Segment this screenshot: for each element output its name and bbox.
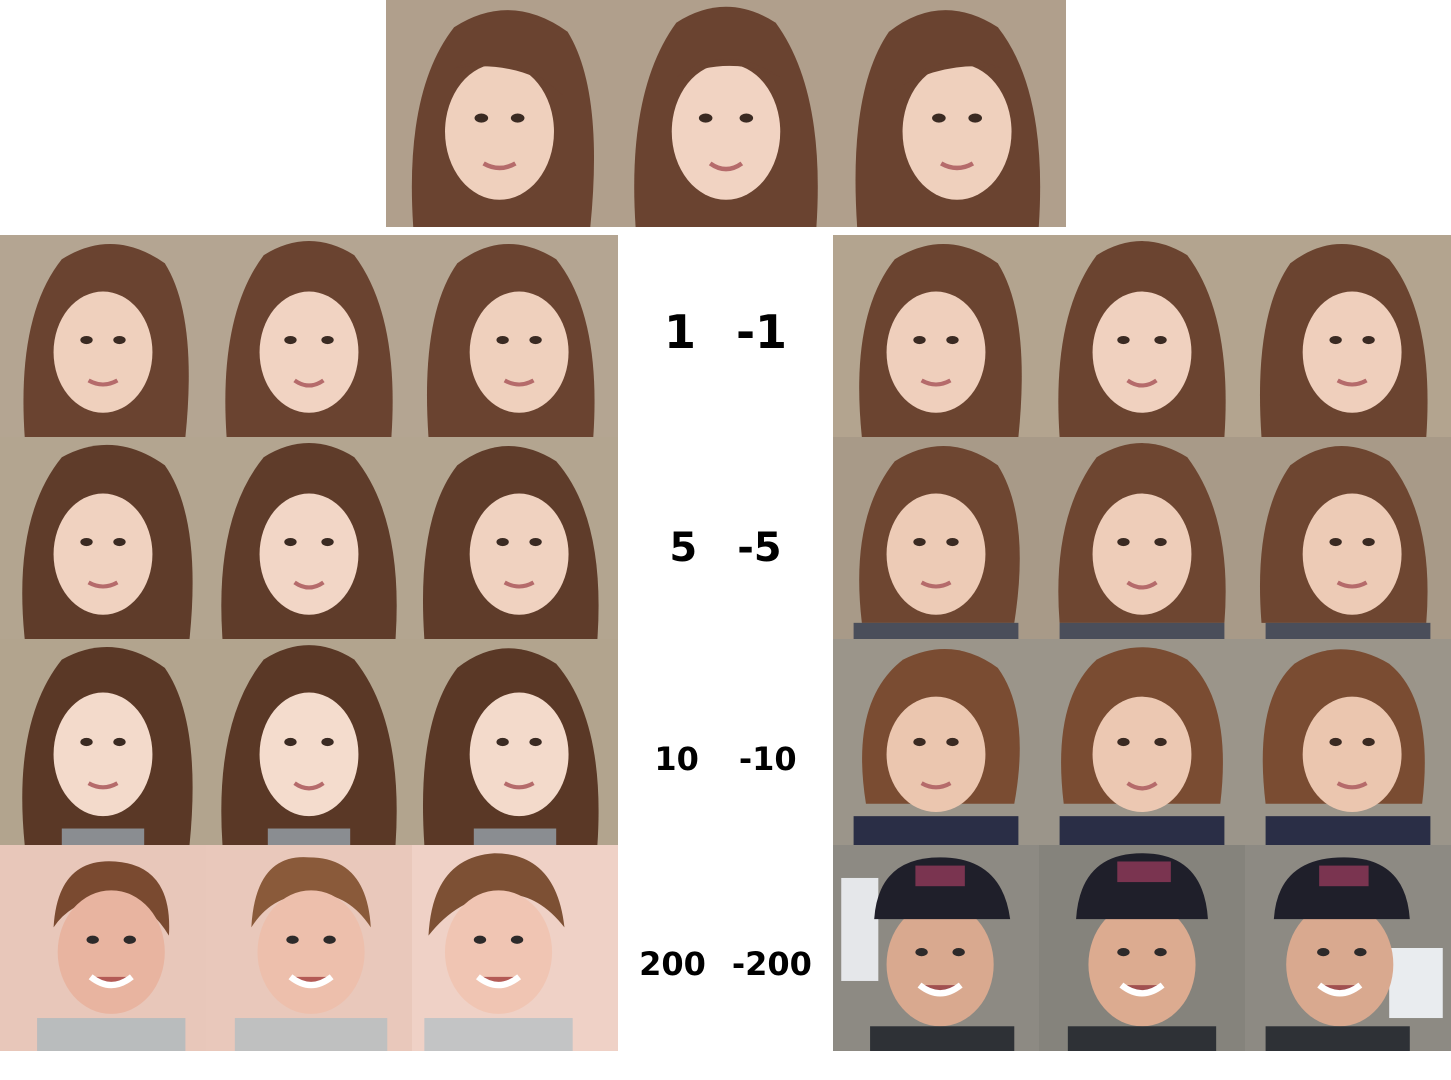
- face-icon: [206, 845, 412, 1051]
- negative-value-label: -200: [731, 945, 812, 983]
- negative-face: [833, 235, 1039, 437]
- face-icon: [386, 0, 613, 227]
- negative-face: [1245, 235, 1451, 437]
- negative-face: [833, 639, 1039, 845]
- positive-value-label: 5: [669, 525, 698, 571]
- positive-face: [206, 639, 412, 845]
- label-row-2: 5 -5: [618, 525, 833, 571]
- positive-face: [0, 235, 206, 437]
- negative-grid: [833, 235, 1451, 1051]
- value-labels: 1 -1 5 -5 10 -10 200 -200: [618, 235, 833, 1051]
- face-icon: [206, 437, 412, 639]
- face-icon: [206, 639, 412, 845]
- face-icon: [206, 235, 412, 437]
- positive-face-boy: [412, 845, 618, 1051]
- positive-face: [0, 639, 206, 845]
- negative-value-label: -5: [737, 525, 782, 571]
- face-icon: [0, 845, 206, 1051]
- reference-face-left: [386, 0, 613, 227]
- face-icon: [613, 0, 839, 227]
- negative-value-label: -1: [735, 305, 788, 359]
- negative-face-cap: [833, 845, 1039, 1051]
- face-icon: [839, 0, 1066, 227]
- label-row-3: 10 -10: [618, 740, 833, 778]
- negative-face-cap: [1039, 845, 1245, 1051]
- face-icon: [1039, 437, 1245, 639]
- reference-face-center: [613, 0, 839, 227]
- positive-face: [412, 639, 618, 845]
- negative-face: [1039, 235, 1245, 437]
- negative-face: [1245, 639, 1451, 845]
- positive-face: [206, 235, 412, 437]
- face-icon: [833, 235, 1039, 437]
- negative-face: [1245, 437, 1451, 639]
- label-row-4: 200 -200: [618, 945, 833, 983]
- negative-value-label: -10: [738, 740, 797, 778]
- positive-value-label: 1: [663, 305, 696, 359]
- face-icon: [1245, 235, 1451, 437]
- face-icon: [0, 235, 206, 437]
- face-icon: [412, 845, 618, 1051]
- positive-face-boy: [0, 845, 206, 1051]
- face-icon: [412, 437, 618, 639]
- positive-face-boy: [206, 845, 412, 1051]
- positive-value-label: 200: [639, 945, 706, 983]
- negative-face: [1039, 437, 1245, 639]
- positive-face: [0, 437, 206, 639]
- face-icon: [0, 437, 206, 639]
- face-icon: [1039, 845, 1245, 1051]
- face-icon: [1039, 639, 1245, 845]
- label-row-1: 1 -1: [618, 305, 833, 359]
- positive-face: [206, 437, 412, 639]
- positive-face: [412, 235, 618, 437]
- negative-face: [833, 437, 1039, 639]
- positive-value-label: 10: [654, 740, 699, 778]
- face-icon: [412, 639, 618, 845]
- face-icon: [833, 845, 1039, 1051]
- face-icon: [1039, 235, 1245, 437]
- face-icon: [412, 235, 618, 437]
- face-icon: [833, 437, 1039, 639]
- reference-row: [386, 0, 1066, 227]
- positive-grid: [0, 235, 618, 1051]
- face-icon: [0, 639, 206, 845]
- face-icon: [1245, 437, 1451, 639]
- face-icon: [833, 639, 1039, 845]
- negative-face-cap: [1245, 845, 1451, 1051]
- negative-face: [1039, 639, 1245, 845]
- face-icon: [1245, 845, 1451, 1051]
- positive-face: [412, 437, 618, 639]
- reference-face-right: [839, 0, 1066, 227]
- face-icon: [1245, 639, 1451, 845]
